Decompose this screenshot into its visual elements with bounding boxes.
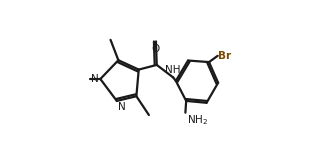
Text: O: O [152,44,160,54]
Text: Br: Br [218,51,231,61]
Text: NH$_2$: NH$_2$ [187,113,208,127]
Text: N: N [118,103,125,112]
Text: N: N [91,74,99,84]
Text: NH: NH [165,65,181,75]
